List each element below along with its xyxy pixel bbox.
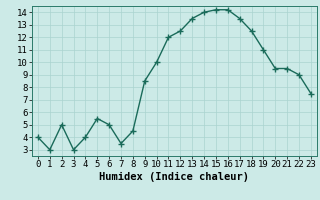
X-axis label: Humidex (Indice chaleur): Humidex (Indice chaleur)	[100, 172, 249, 182]
